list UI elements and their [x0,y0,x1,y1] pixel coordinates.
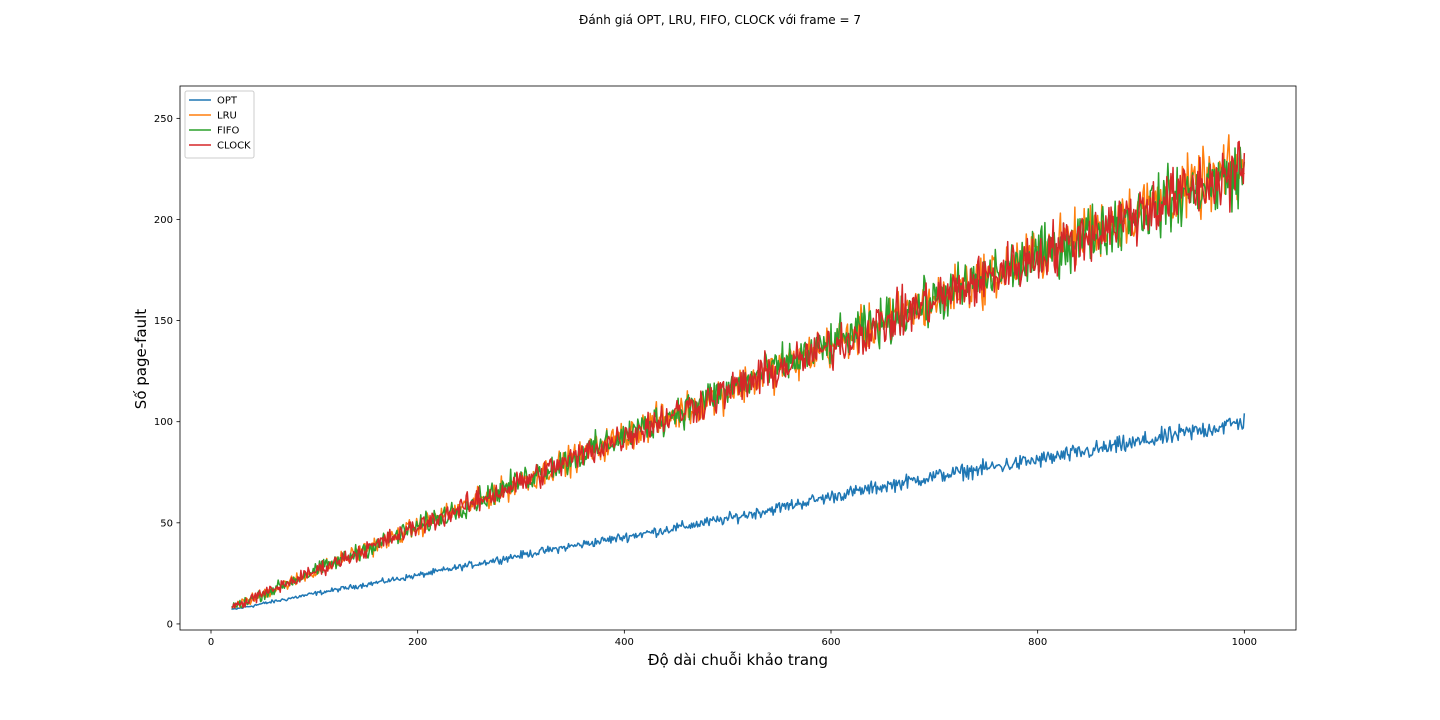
y-tick-label: 50 [160,518,173,529]
x-tick-label: 600 [821,637,840,648]
axes: 0 200 400 600 800 1000 0 50 100 150 200 250 [154,85,1297,648]
x-tick-label: 0 [208,637,214,648]
series-line-clock [231,140,1246,609]
legend-label-lru: LRU [217,111,237,122]
legend-label-opt: OPT [217,96,238,107]
y-tick-label: 150 [154,316,173,327]
y-tick-label: 100 [154,417,173,428]
y-axis-label: Số page-fault [132,309,150,409]
x-tick-label: 200 [408,637,427,648]
series-line-opt [231,413,1246,611]
y-tick-label: 250 [154,114,173,125]
chart-title: Đánh giá OPT, LRU, FIFO, CLOCK với frame… [579,13,861,27]
legend: OPT LRU FIFO CLOCK [184,90,255,159]
x-axis-label: Độ dài chuỗi khảo trang [648,651,828,669]
x-tick-label: 1000 [1232,637,1257,648]
legend-label-clock: CLOCK [217,141,251,152]
y-tick-label: 0 [167,619,173,630]
plot-area [231,134,1246,611]
x-tick-label: 400 [615,637,634,648]
y-tick-label: 200 [154,215,173,226]
x-tick-label: 800 [1028,637,1047,648]
legend-label-fifo: FIFO [217,126,239,137]
plot-frame [179,85,1297,631]
legend-box [184,90,255,159]
